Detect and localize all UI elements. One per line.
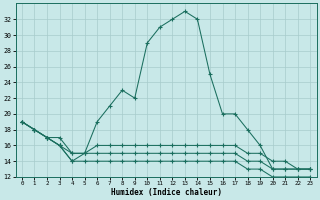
X-axis label: Humidex (Indice chaleur): Humidex (Indice chaleur) — [111, 188, 221, 197]
